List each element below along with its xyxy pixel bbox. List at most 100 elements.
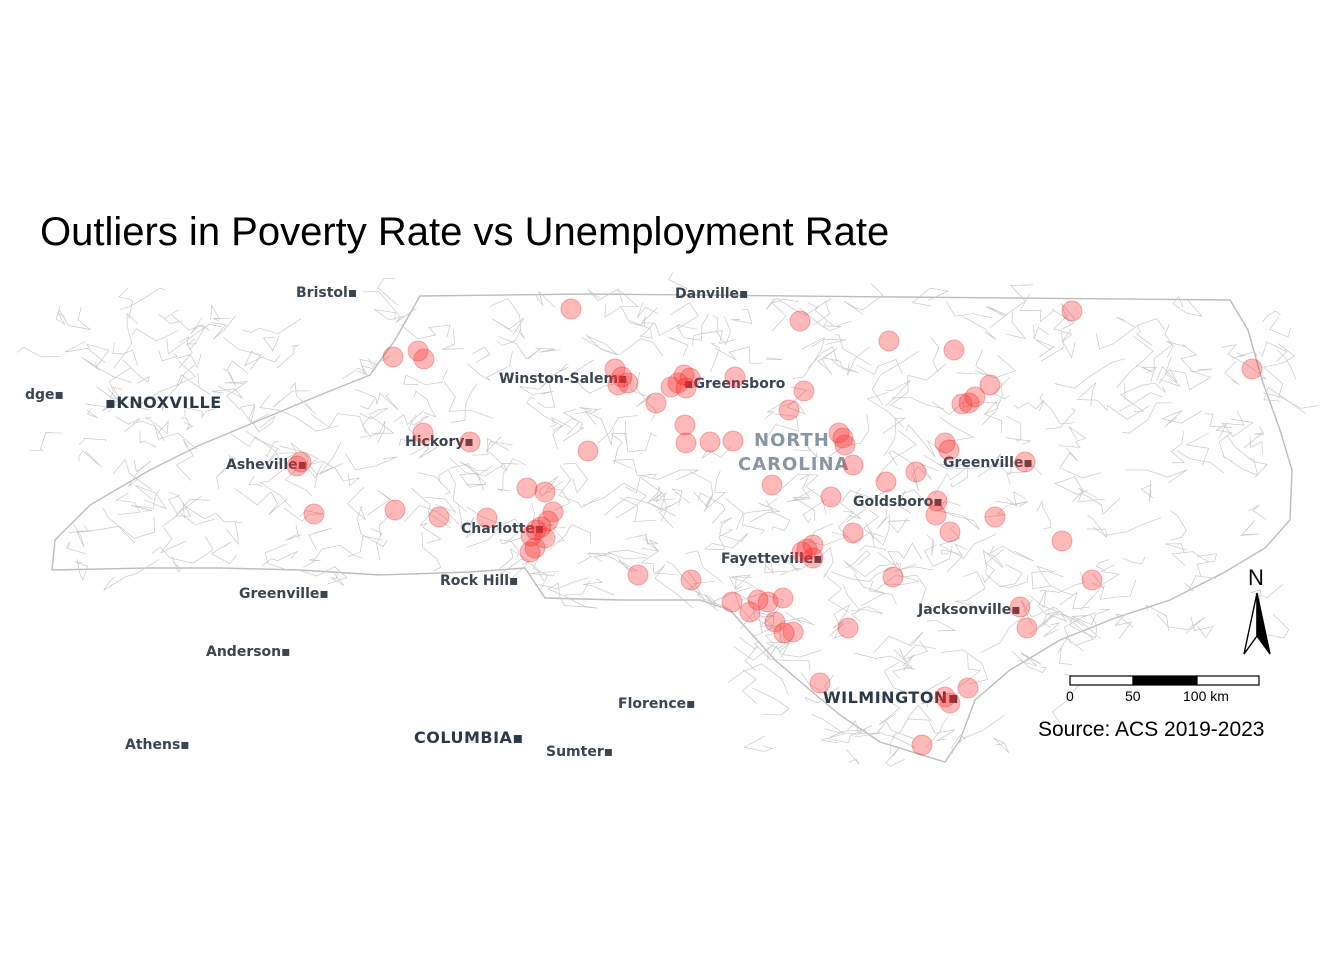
outlier-point <box>627 564 649 586</box>
outlier-point <box>660 376 682 398</box>
outlier-point <box>820 486 842 508</box>
outlier-point <box>984 506 1006 528</box>
outlier-point <box>604 358 626 380</box>
city-label-columbia: COLUMBIA▪ <box>414 728 524 747</box>
north-arrow-left-icon <box>1243 592 1258 655</box>
outlier-point <box>560 298 582 320</box>
state-name-label: NORTH CAROLINA <box>738 430 848 475</box>
outlier-point <box>1051 530 1073 552</box>
city-label-jacksonville: Jacksonville▪ <box>917 602 1021 618</box>
outlier-point <box>926 490 948 512</box>
outlier-point <box>925 504 947 526</box>
scale-label-50: 50 <box>1125 688 1141 704</box>
city-label-sumter: Sumter▪ <box>546 744 613 760</box>
outlier-point <box>964 386 986 408</box>
outlier-point <box>943 339 965 361</box>
city-label-greenville: Greenville▪ <box>239 586 329 602</box>
outlier-point <box>875 471 897 493</box>
outlier-point <box>645 392 667 414</box>
city-label-asheville: Asheville▪ <box>226 457 307 473</box>
map-title: Outliers in Poverty Rate vs Unemployment… <box>40 210 890 254</box>
state-outline <box>51 293 1293 763</box>
outlier-point <box>828 422 850 444</box>
outlier-point <box>793 380 815 402</box>
outlier-point <box>832 427 854 449</box>
outlier-point <box>542 501 564 523</box>
outlier-point <box>721 591 743 613</box>
outlier-point <box>761 474 783 496</box>
outlier-point <box>747 589 769 611</box>
scale-label-0: 0 <box>1066 688 1074 704</box>
outlier-point <box>537 510 559 532</box>
scale-label-100km: 100 km <box>1183 688 1229 704</box>
north-arrow-right-icon <box>1256 592 1271 655</box>
outlier-point <box>958 392 980 414</box>
city-label-knoxville: ▪KNOXVILLE <box>105 393 222 412</box>
city-label-fayetteville: Fayetteville▪ <box>721 551 823 567</box>
outlier-point <box>286 455 308 477</box>
outlier-point <box>1061 300 1083 322</box>
outlier-point <box>724 366 746 388</box>
outlier-point <box>1241 358 1263 380</box>
outlier-point <box>789 310 811 332</box>
outlier-point <box>796 538 818 560</box>
outlier-point <box>428 506 450 528</box>
outlier-point <box>607 374 629 396</box>
outlier-point <box>673 364 695 386</box>
outlier-point <box>882 566 904 588</box>
outlier-point <box>934 432 956 454</box>
outlier-point <box>939 692 961 714</box>
city-label-danville: Danville▪ <box>675 286 749 302</box>
outlier-point <box>577 440 599 462</box>
outlier-point <box>534 481 556 503</box>
outlier-point <box>674 414 696 436</box>
outlier-point <box>675 377 697 399</box>
city-label-rock-hill: Rock Hill▪ <box>440 573 518 589</box>
city-label-wilmington: WILMINGTON▪ <box>823 688 959 707</box>
north-arrow: N <box>1243 565 1271 655</box>
outlier-point <box>979 374 1001 396</box>
outlier-point <box>611 366 633 388</box>
city-label-dge: dge▪ <box>25 387 64 403</box>
outlier-point <box>290 451 312 473</box>
outlier-point <box>699 431 721 453</box>
outlier-point <box>382 346 404 368</box>
outlier-point <box>476 507 498 529</box>
outlier-point <box>303 503 325 525</box>
outlier-point <box>675 432 697 454</box>
outlier-point <box>412 422 434 444</box>
north-arrow-label: N <box>1248 565 1264 590</box>
outlier-point <box>809 672 831 694</box>
outlier-point <box>938 439 960 461</box>
outlier-point <box>739 601 761 623</box>
city-label-hickory: Hickory▪ <box>405 434 474 450</box>
outlier-point <box>772 587 794 609</box>
city-label-anderson: Anderson▪ <box>206 644 291 660</box>
outlier-point <box>667 372 689 394</box>
outlier-point <box>939 521 961 543</box>
outlier-point <box>525 519 547 541</box>
outlier-point <box>757 591 779 613</box>
outlier-point <box>530 516 552 538</box>
outlier-point <box>842 522 864 544</box>
outlier-point <box>791 541 813 563</box>
outlier-point <box>617 372 639 394</box>
outlier-point <box>1009 596 1031 618</box>
census-tract-lines <box>16 272 1319 767</box>
outlier-point <box>524 537 546 559</box>
outlier-point <box>782 621 804 643</box>
outlier-point <box>722 430 744 452</box>
outlier-point <box>1081 569 1103 591</box>
outlier-point <box>764 611 786 633</box>
city-label-greensboro: ▪Greensboro <box>684 376 786 392</box>
outlier-point <box>842 454 864 476</box>
outlier-point <box>516 477 538 499</box>
city-label-goldsboro: Goldsboro▪ <box>853 494 943 510</box>
outlier-point <box>911 734 933 756</box>
outlier-point <box>679 367 701 389</box>
outlier-point <box>934 686 956 708</box>
outlier-point <box>837 617 859 639</box>
outlier-point <box>802 547 824 569</box>
outlier-point <box>802 534 824 556</box>
